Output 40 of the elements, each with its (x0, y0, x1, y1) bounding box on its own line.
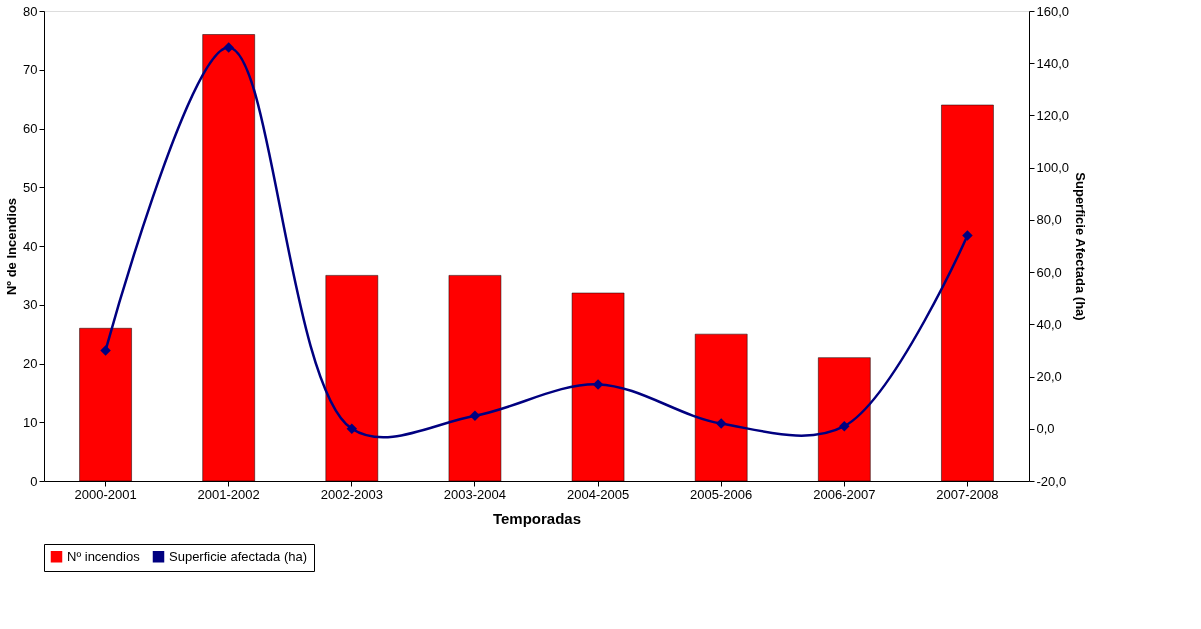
x-tick-label: 2002-2003 (320, 486, 383, 502)
y2-tick-label: 0,0 (1036, 421, 1055, 437)
y2-tick-label: 20,0 (1036, 369, 1062, 385)
y-tick-label: 0 (30, 473, 38, 489)
y-tick-label: 20 (23, 356, 38, 371)
y-tick-label: 60 (23, 121, 38, 136)
point (839, 420, 850, 432)
point (592, 379, 604, 390)
y-axis-title: Nº de Incendios (4, 197, 20, 296)
point (962, 230, 973, 241)
x-tick-label: 2005-2006 (690, 486, 753, 502)
point (469, 410, 481, 421)
point (715, 418, 727, 429)
x-tick-label: 2000-2001 (74, 486, 137, 502)
x-axis-title: Temporadas (492, 509, 582, 527)
x-tick-label: 2006-2007 (813, 486, 876, 502)
x-tick-label: 2001-2002 (197, 486, 260, 502)
y2-tick-label: 140,0 (1036, 55, 1070, 71)
x-tick-label: 2004-2005 (566, 486, 630, 502)
y2-tick-label: 40,0 (1036, 316, 1062, 332)
x-tick-label: 2003-2004 (443, 486, 507, 502)
y-tick-label: 40 (23, 238, 38, 254)
point (223, 42, 234, 53)
y-tick-label: 30 (23, 297, 38, 313)
point (346, 423, 358, 435)
x-tick-label: 2007-2008 (936, 486, 999, 502)
y-tick-label: 10 (23, 414, 38, 430)
legend-label: Superficie afectada (ha) (169, 548, 308, 564)
y2-tick-label: -20,0 (1036, 473, 1067, 489)
y2-tick-label: 160,0 (1036, 3, 1070, 19)
y-tick-label: 50 (23, 179, 38, 195)
y2-tick-label: 80,0 (1036, 212, 1062, 228)
legend-label: Nº incendios (67, 548, 141, 564)
y-tick-label: 70 (23, 62, 38, 78)
y-tick-label: 80 (23, 3, 38, 19)
y2-tick-label: 120,0 (1036, 107, 1070, 123)
point (100, 345, 111, 356)
y2-tick-label: 60,0 (1036, 264, 1062, 280)
y2-tick-label: 100,0 (1036, 160, 1070, 176)
y2-axis-title: Superficie Afectada (ha) (1073, 172, 1089, 321)
